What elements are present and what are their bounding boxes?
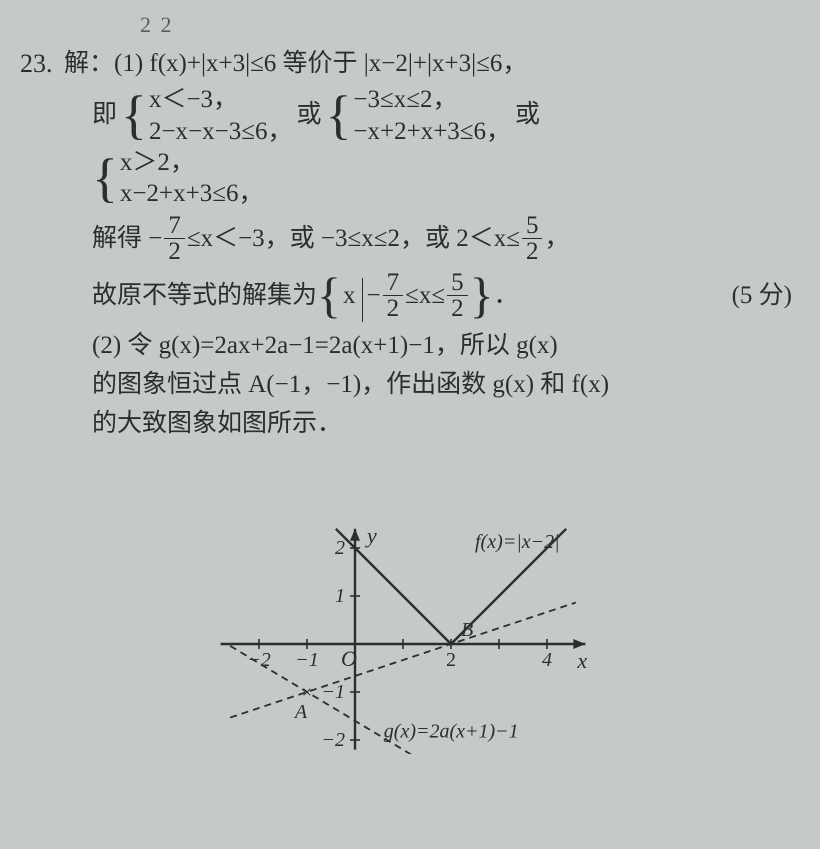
frac-7-2-b: 7 2 xyxy=(383,270,404,321)
frac-7-2-a: 7 2 xyxy=(164,213,185,264)
brace-icon: { xyxy=(121,94,147,137)
part2-line-c: 的大致图象如图所示． xyxy=(92,405,800,444)
set-dot: ． xyxy=(494,277,519,316)
svg-text:2: 2 xyxy=(335,537,345,559)
part2-line-a: (2) 令 g(x)=2ax+2a−1=2a(x+1)−1，所以 g(x) xyxy=(92,327,800,366)
question-number: 23. xyxy=(20,44,54,84)
brace-icon: { xyxy=(325,94,351,137)
set-line: 故原不等式的解集为 { x − 7 2 ≤x≤ 5 2 } ． (5 分) xyxy=(92,270,800,321)
lead-text: 解：(1) f(x)+|x+3|≤6 等价于 |x−2|+|x+3|≤6， xyxy=(64,45,527,84)
svg-text:B: B xyxy=(461,619,473,641)
case3-top: x＞2， xyxy=(120,147,264,178)
set-divider xyxy=(362,278,363,322)
svg-text:x: x xyxy=(576,648,587,673)
case2-top: −3≤x≤2， xyxy=(353,84,511,115)
svg-text:−2: −2 xyxy=(322,729,346,751)
function-graph: −2−14−2−112Oyx2A×Bf(x)=|x−2|g(x)=2a(x+1)… xyxy=(195,454,625,754)
svg-text:4: 4 xyxy=(542,649,552,671)
set-neg: − xyxy=(367,277,381,316)
set-le: ≤x≤ xyxy=(405,277,445,316)
ji-label: 即 xyxy=(92,96,117,135)
page: 2 2 23. 解：(1) f(x)+|x+3|≤6 等价于 |x−2|+|x+… xyxy=(0,0,820,764)
solve-prefix: 解得 − xyxy=(92,220,162,259)
svg-text:1: 1 xyxy=(335,585,345,607)
case-1: { x＜−3， 2−x−x−3≤6， xyxy=(121,84,292,147)
part2-line-b: 的图象恒过点 A(−1，−1)，作出函数 g(x) 和 f(x) xyxy=(92,366,800,405)
points-label: (5 分) xyxy=(732,277,800,316)
case1-top: x＜−3， xyxy=(149,84,293,115)
cases-line-2: { x＞2， x−2+x+3≤6， xyxy=(92,147,800,210)
cases-line-1: 即 { x＜−3， 2−x−x−3≤6， 或 { −3≤x≤2， −x+2+x+… xyxy=(92,84,800,147)
svg-text:g(x)=2a(x+1)−1: g(x)=2a(x+1)−1 xyxy=(384,720,519,742)
svg-text:f(x)=|x−2|: f(x)=|x−2| xyxy=(475,531,560,553)
frac-5-2-b: 5 2 xyxy=(447,270,468,321)
case2-bot: −x+2+x+3≤6， xyxy=(353,116,511,147)
set-x: x xyxy=(343,277,356,316)
solve-suffix: ， xyxy=(544,220,569,259)
set-close-brace: } xyxy=(470,273,494,318)
svg-text:A: A xyxy=(293,701,308,723)
brace-icon: { xyxy=(92,157,118,200)
svg-text:−1: −1 xyxy=(295,649,319,671)
case-2: { −3≤x≤2， −x+2+x+3≤6， xyxy=(325,84,511,147)
frac-5-2-a: 5 2 xyxy=(522,213,543,264)
set-open-brace: { xyxy=(317,273,341,318)
case1-bot: 2−x−x−3≤6， xyxy=(149,116,293,147)
case-3: { x＞2， x−2+x+3≤6， xyxy=(92,147,263,210)
svg-text:O: O xyxy=(341,646,357,671)
page-remnant: 2 2 xyxy=(140,8,800,42)
case3-bot: x−2+x+3≤6， xyxy=(120,178,264,209)
solve-line: 解得 − 7 2 ≤x＜−3，或 −3≤x≤2，或 2＜x≤ 5 2 ， xyxy=(92,213,800,264)
solve-mid: ≤x＜−3，或 −3≤x≤2，或 2＜x≤ xyxy=(187,220,520,259)
svg-text:−1: −1 xyxy=(322,681,346,703)
svg-text:y: y xyxy=(365,522,377,547)
huo-1: 或 xyxy=(296,96,321,135)
svg-text:×: × xyxy=(302,682,312,702)
svg-text:2: 2 xyxy=(446,649,456,671)
graph-holder: −2−14−2−112Oyx2A×Bf(x)=|x−2|g(x)=2a(x+1)… xyxy=(20,454,800,754)
line-1: 23. 解：(1) f(x)+|x+3|≤6 等价于 |x−2|+|x+3|≤6… xyxy=(20,44,800,84)
huo-2: 或 xyxy=(515,96,540,135)
set-prefix: 故原不等式的解集为 xyxy=(92,277,317,316)
